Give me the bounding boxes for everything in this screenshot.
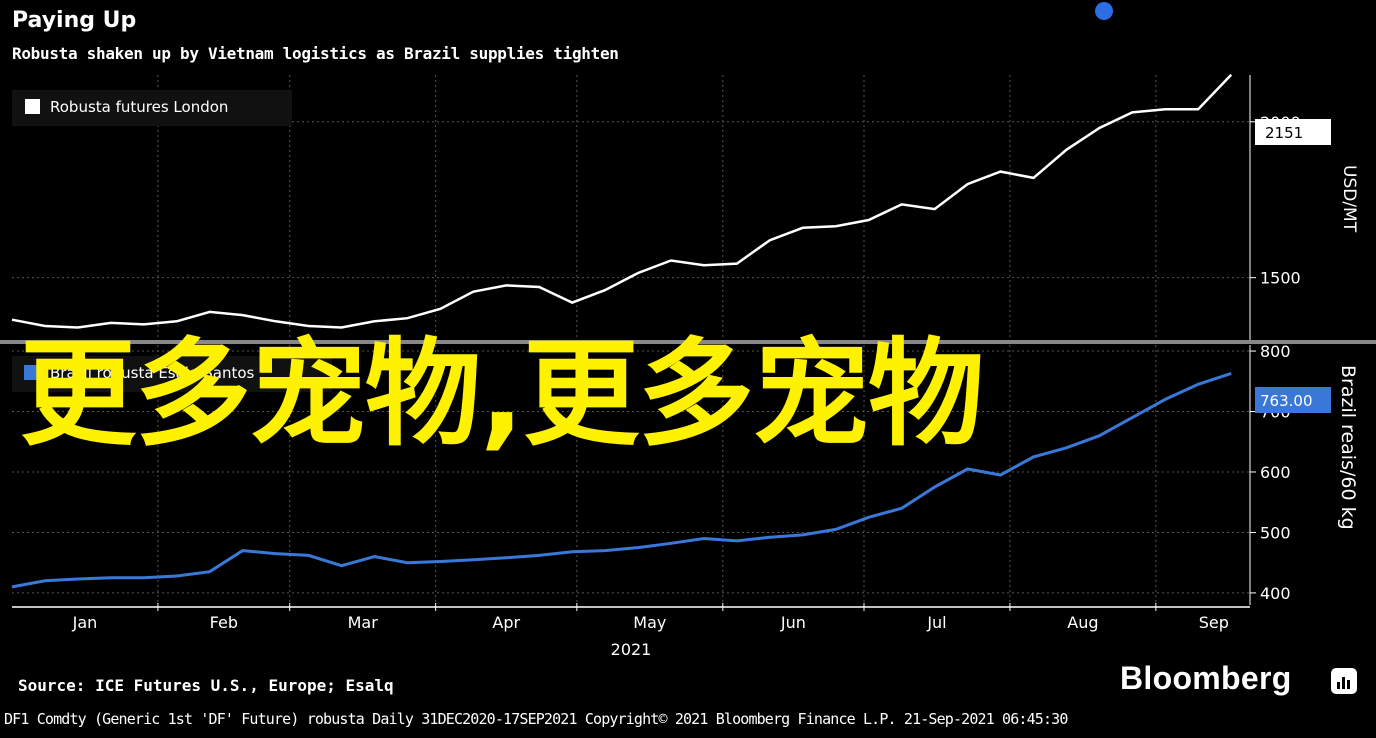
bottom-panel-grid xyxy=(12,350,1250,594)
x-tick-label: Jul xyxy=(926,613,946,632)
series-lines xyxy=(11,73,1233,589)
y-tick-label: 800 xyxy=(1260,342,1291,361)
x-axis-year-label: 2021 xyxy=(611,640,652,659)
x-tick-label: Feb xyxy=(210,613,238,632)
series-line-london xyxy=(11,73,1233,329)
x-tick-label: Mar xyxy=(348,613,379,632)
x-tick-label: Apr xyxy=(492,613,520,632)
x-tick-label: Jun xyxy=(780,613,806,632)
chart-title: Paying Up xyxy=(12,8,137,33)
top-legend-box xyxy=(12,90,292,126)
status-dot xyxy=(1095,2,1113,20)
chart-subtitle: Robusta shaken up by Vietnam logistics a… xyxy=(12,44,619,63)
bottom-legend-label: Brazil robusta Esalq Santos xyxy=(50,364,255,382)
bloomberg-terminal-icon xyxy=(1331,668,1357,694)
brazil-last-value-box xyxy=(1255,387,1331,413)
watermark-overlay-text: 更多宠物,更多宠物 xyxy=(20,327,984,462)
x-tick-label: May xyxy=(633,613,666,632)
bottom-legend-swatch xyxy=(24,365,39,380)
brazil-last-value: 763.00 xyxy=(1260,392,1313,410)
london-last-value: 2151 xyxy=(1265,124,1303,142)
bottom-legend-box xyxy=(12,356,332,392)
y-tick-label: 400 xyxy=(1260,584,1291,603)
bottom-y-axis-label: Brazil reais/60 kg xyxy=(1337,365,1359,530)
top-legend-swatch xyxy=(25,99,40,114)
y-tick-label: 500 xyxy=(1260,523,1291,542)
x-tick-label: Aug xyxy=(1067,613,1098,632)
y-tick-label: 1500 xyxy=(1260,269,1301,288)
london-last-value-box xyxy=(1255,119,1331,145)
brand-name: Bloomberg xyxy=(1120,660,1292,696)
series-line-brazil xyxy=(11,371,1232,589)
x-tick-label: Jan xyxy=(72,613,98,632)
source-note: Source: ICE Futures U.S., Europe; Esalq xyxy=(18,676,394,695)
x-tick-label: Sep xyxy=(1199,613,1229,632)
top-legend-label: Robusta futures London xyxy=(50,98,228,116)
top-y-axis-label: USD/MT xyxy=(1339,165,1359,233)
y-tick-label: 600 xyxy=(1260,463,1291,482)
footer-metadata: DF1 Comdty (Generic 1st 'DF' Future) rob… xyxy=(4,710,1068,728)
